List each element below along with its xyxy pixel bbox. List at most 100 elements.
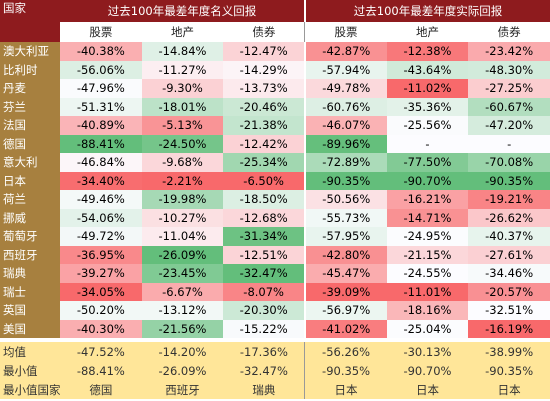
value-cell: -11.27% [141,60,224,79]
value-cell: -90.35% [303,171,387,190]
value-cell: -60.67% [468,97,550,116]
summary-cell: -90.35% [304,361,387,380]
value-cell: -12.38% [386,42,469,61]
value-cell: -6.67% [141,282,224,301]
country-cell: 西班牙 [0,245,60,264]
value-cell: -20.46% [223,97,305,116]
value-cell: -47.96% [60,79,142,98]
country-cell: 比利时 [0,60,60,79]
country-cell: 美国 [0,319,60,338]
data-row: 西班牙 -36.95% -26.09% -12.51% -42.80% -21.15% -2… [0,245,550,264]
value-cell: -45.47% [303,264,387,283]
subheader: 债券 [252,25,276,39]
value-cell: -46.07% [303,116,387,135]
gap [0,338,550,342]
country-cell: 瑞典 [0,264,60,283]
summary-cell: -38.99% [468,342,550,361]
data-row: 英国 -50.20% -13.12% -20.30% -56.97% -18.16% -32… [0,301,550,320]
value-cell: -25.04% [386,319,469,338]
value-cell: -32.51% [468,301,550,320]
summary-row: 最小值 -88.41% -26.09% -32.47% -90.35% -90.70% -9… [0,361,550,380]
data-row: 德国 -88.41% -24.50% -12.42% -89.96% - - [0,134,550,153]
summary-row: 最小值国家 德国 西班牙 瑞典 日本 日本 日本 [0,380,550,399]
subheader: 股票 [304,22,387,42]
subheader: 债券 [497,25,521,39]
country-cell: 挪威 [0,208,60,227]
summary-cell: -30.13% [386,342,469,361]
data-row: 瑞典 -39.27% -23.45% -32.47% -45.47% -24.55% -34… [0,264,550,283]
value-cell: -11.02% [386,79,469,98]
value-cell: -50.20% [60,301,142,320]
value-cell: -8.07% [223,282,305,301]
value-cell: -18.50% [223,190,305,209]
country-cell: 芬兰 [0,97,60,116]
value-cell: -14.29% [223,60,305,79]
country-cell: 荷兰 [0,190,60,209]
value-cell: -40.38% [60,42,142,61]
value-cell: -31.34% [223,227,305,246]
value-cell: -40.30% [60,319,142,338]
value-cell: -36.95% [60,245,142,264]
summary-cell: -47.52% [60,342,142,361]
value-cell: -57.95% [303,227,387,246]
value-cell: -18.01% [141,97,224,116]
value-cell: -21.56% [141,319,224,338]
value-cell: -77.50% [386,153,469,172]
value-cell: -34.40% [60,171,142,190]
data-row: 日本 -34.40% -2.21% -6.50% -90.35% -90.70% -90.3… [0,171,550,190]
value-cell: -12.68% [223,208,305,227]
value-cell: -11.01% [386,282,469,301]
value-cell: -12.42% [223,134,305,153]
summary-cell: 瑞典 [223,380,305,399]
value-cell: -12.47% [223,42,305,61]
value-cell: -2.21% [141,171,224,190]
subheader-row: 股票 地产 债券 股票 地产 债券 [0,22,550,42]
data-row: 挪威 -54.06% -10.27% -12.68% -55.73% -14.71% -26… [0,208,550,227]
value-cell: -19.98% [141,190,224,209]
value-cell: -24.95% [386,227,469,246]
value-cell: -90.70% [386,171,469,190]
summary-cell: -17.36% [223,342,305,361]
value-cell: -46.84% [60,153,142,172]
value-cell: -47.20% [468,116,550,135]
value-cell: -40.37% [468,227,550,246]
value-cell: - [386,134,469,153]
data-row: 比利时 -56.06% -11.27% -14.29% -57.94% -43.64% -4… [0,60,550,79]
value-cell: -42.87% [303,42,387,61]
country-header: 国家 [0,0,60,42]
value-cell: -23.42% [468,42,550,61]
value-cell: -40.89% [60,116,142,135]
value-cell: -21.38% [223,116,305,135]
value-cell: -13.73% [223,79,305,98]
group-header: 过去100年最差年度实际回报 [303,0,550,22]
value-cell: -34.05% [60,282,142,301]
value-cell: -49.72% [60,227,142,246]
value-cell: -20.30% [223,301,305,320]
value-cell: -9.68% [141,153,224,172]
value-cell: -25.56% [386,116,469,135]
summary-cell: -90.35% [468,361,550,380]
country-cell: 法国 [0,116,60,135]
value-cell: -6.50% [223,171,305,190]
subheader: 股票 [89,25,113,39]
value-cell: - [468,134,550,153]
value-cell: -35.36% [386,97,469,116]
value-cell: -39.09% [303,282,387,301]
summary-cell: 日本 [468,380,550,399]
value-cell: -50.56% [303,190,387,209]
value-cell: -39.27% [60,264,142,283]
value-cell: -9.30% [141,79,224,98]
summary-cell: 日本 [304,380,387,399]
summary-cell: 日本 [386,380,469,399]
value-cell: -34.46% [468,264,550,283]
value-cell: -26.09% [141,245,224,264]
value-cell: -23.45% [141,264,224,283]
value-cell: -24.55% [386,264,469,283]
value-cell: -15.22% [223,319,305,338]
value-cell: -24.50% [141,134,224,153]
data-row: 荷兰 -49.46% -19.98% -18.50% -50.56% -16.21% -19… [0,190,550,209]
summary-cell: -56.26% [304,342,387,361]
subheader: 地产 [415,25,439,39]
